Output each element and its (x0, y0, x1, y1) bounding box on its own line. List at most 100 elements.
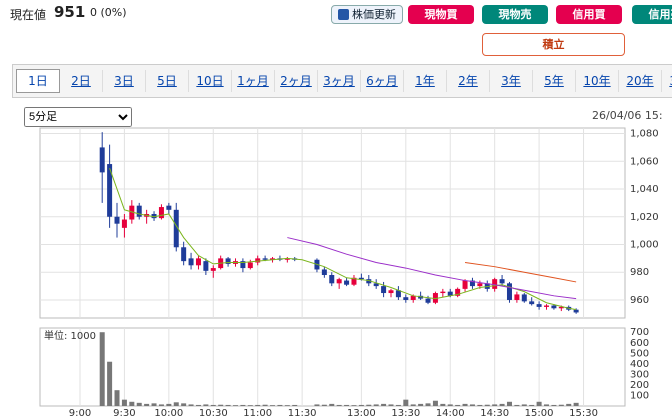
moving-average (287, 237, 577, 300)
y-tick-label: 960 (630, 295, 649, 306)
candle-body (403, 297, 409, 300)
volume-bar (195, 404, 201, 406)
volume-bar (158, 404, 164, 406)
candle-body (492, 279, 498, 289)
candle-body (395, 290, 401, 298)
margin-sell-button[interactable]: 信用売 (632, 5, 672, 24)
candle-body (195, 258, 201, 266)
candle-body (114, 216, 120, 224)
candle-body (336, 279, 342, 284)
candle-body (284, 258, 290, 260)
volume-bar (447, 404, 453, 406)
candle-body (373, 283, 379, 287)
moving-average (464, 262, 577, 283)
period-tabs: 1日2日3日5日10日1ヶ月2ヶ月3ヶ月6ヶ月1年2年3年5年10年20年30年 (12, 64, 672, 98)
interval-select[interactable]: 5分足 (24, 107, 132, 127)
moving-average (109, 168, 577, 311)
x-tick-label: 13:00 (347, 408, 376, 419)
volume-bar (151, 403, 157, 406)
period-tab[interactable]: 1年 (404, 70, 447, 92)
price-label: 現在値 (10, 8, 47, 22)
period-tab[interactable]: 1ヶ月 (232, 70, 275, 92)
refresh-button[interactable]: 株価更新 (331, 5, 403, 24)
chart-date: 26/04/06 15: (592, 109, 663, 122)
volume-bar (218, 404, 224, 406)
candle-body (351, 277, 357, 285)
volume-bar (418, 403, 424, 406)
volume-bar (203, 404, 209, 406)
spot-sell-button[interactable]: 現物売 (482, 5, 548, 24)
volume-bar (351, 405, 357, 406)
candle-body (573, 309, 579, 313)
volume-bar (506, 401, 512, 406)
y-tick-label: 980 (630, 267, 649, 278)
volume-bar (521, 404, 527, 406)
x-tick-label: 10:30 (199, 408, 228, 419)
candle-body (344, 280, 350, 285)
x-tick-label: 11:30 (288, 408, 317, 419)
volume-bar (551, 404, 557, 406)
period-tab[interactable]: 6ヶ月 (361, 70, 404, 92)
candle-body (136, 205, 142, 217)
candle-body (173, 209, 179, 248)
period-tab[interactable]: 2ヶ月 (275, 70, 318, 92)
period-tab[interactable]: 3年 (490, 70, 533, 92)
x-tick-label: 15:00 (525, 408, 554, 419)
refresh-text: 株価更新 (352, 8, 396, 21)
accumulate-button[interactable]: 積立 (482, 33, 625, 56)
period-tab[interactable]: 5年 (533, 70, 576, 92)
period-tab[interactable]: 20年 (619, 70, 662, 92)
candle-body (358, 277, 364, 280)
volume-bar (225, 404, 231, 406)
period-tab[interactable]: 10日 (189, 70, 232, 92)
volume-area (39, 327, 626, 407)
volume-bar (232, 405, 238, 406)
x-tick-label: 15:30 (569, 408, 598, 419)
volume-bar (344, 404, 350, 406)
volume-bar (499, 403, 505, 406)
candle-body (151, 213, 157, 219)
refresh-icon (338, 9, 349, 20)
candle-body (321, 269, 327, 276)
volume-bar (395, 404, 401, 406)
spot-buy-button[interactable]: 現物買 (408, 5, 474, 24)
volume-bar (114, 390, 120, 406)
period-tab[interactable]: 5日 (146, 70, 189, 92)
y-tick-label: 1,080 (630, 129, 659, 140)
candle-body (225, 258, 231, 264)
period-tab[interactable]: 2日 (60, 70, 103, 92)
volume-bar (144, 403, 150, 406)
price: 951 (54, 3, 86, 21)
volume-bar (321, 404, 327, 406)
y-tick-label: 1,020 (630, 212, 659, 223)
period-tab[interactable]: 2年 (447, 70, 490, 92)
candle-body (203, 261, 209, 271)
volume-unit: 単位: 1000 (44, 329, 96, 342)
period-tab[interactable]: 3ヶ月 (318, 70, 361, 92)
x-tick-label: 13:30 (391, 408, 420, 419)
volume-bar (425, 403, 431, 406)
y-tick-label: 1,060 (630, 156, 659, 167)
volume-tick-label: 700 (630, 327, 649, 338)
period-tab[interactable]: 30年 (662, 70, 672, 92)
volume-bar (484, 404, 490, 406)
candle-body (432, 293, 438, 303)
candle-body (558, 306, 564, 309)
period-tab[interactable]: 3日 (103, 70, 146, 92)
volume-bar (277, 404, 283, 406)
x-tick-label: 9:00 (69, 408, 91, 419)
candle-body (536, 304, 542, 307)
volume-bar (173, 402, 179, 406)
y-tick-label: 1,000 (630, 239, 659, 250)
margin-buy-button[interactable]: 信用買 (556, 5, 622, 24)
volume-bar (99, 332, 105, 406)
candle-body (262, 258, 268, 260)
volume-tick-label: 600 (630, 338, 649, 349)
volume-bar (329, 403, 335, 406)
candle-body (551, 305, 557, 309)
period-tab[interactable]: 1日 (16, 69, 60, 93)
candle-body (329, 275, 335, 284)
period-tab[interactable]: 10年 (576, 70, 619, 92)
candle-body (544, 305, 550, 307)
